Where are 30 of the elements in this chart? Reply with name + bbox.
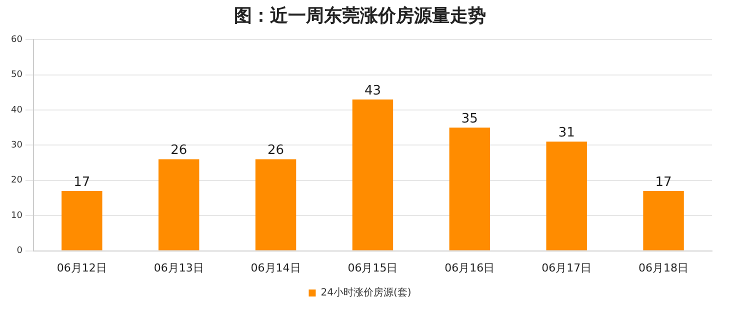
- bar: [546, 142, 587, 250]
- y-tick-label: 40: [11, 105, 23, 116]
- data-label: 26: [170, 143, 188, 158]
- data-label: 26: [268, 143, 284, 158]
- y-tick-label: 10: [11, 210, 23, 221]
- y-tick-label: 50: [11, 70, 23, 80]
- data-label: 35: [461, 111, 478, 126]
- x-tick-label: 06月14日: [250, 261, 301, 274]
- data-label: 17: [74, 174, 90, 190]
- data-label: 17: [655, 174, 672, 190]
- y-tick-label: 0: [16, 246, 23, 256]
- data-label: 31: [558, 126, 575, 141]
- data-label: 43: [364, 83, 381, 98]
- bar: [158, 159, 200, 250]
- bar: [62, 190, 102, 250]
- x-tick-label: 06月18日: [638, 261, 689, 274]
- bar: [352, 99, 394, 250]
- y-tick-label: 60: [11, 34, 23, 45]
- x-tick-label: 06月15日: [348, 261, 398, 274]
- x-tick-label: 06月13日: [154, 261, 204, 274]
- x-tick-label: 06月16日: [444, 261, 495, 274]
- bar: [643, 190, 684, 250]
- x-tick-label: 06月12日: [56, 261, 107, 274]
- x-tick-label: 06月17日: [542, 261, 592, 274]
- y-tick-label: 20: [11, 176, 23, 186]
- legend-label: 24小时涨价房源(套): [320, 286, 412, 299]
- y-tick-label: 30: [11, 140, 23, 151]
- bar: [449, 128, 490, 250]
- bar: [255, 159, 296, 250]
- chart-title: 图：近一周东莞涨价房源量走势: [234, 5, 486, 26]
